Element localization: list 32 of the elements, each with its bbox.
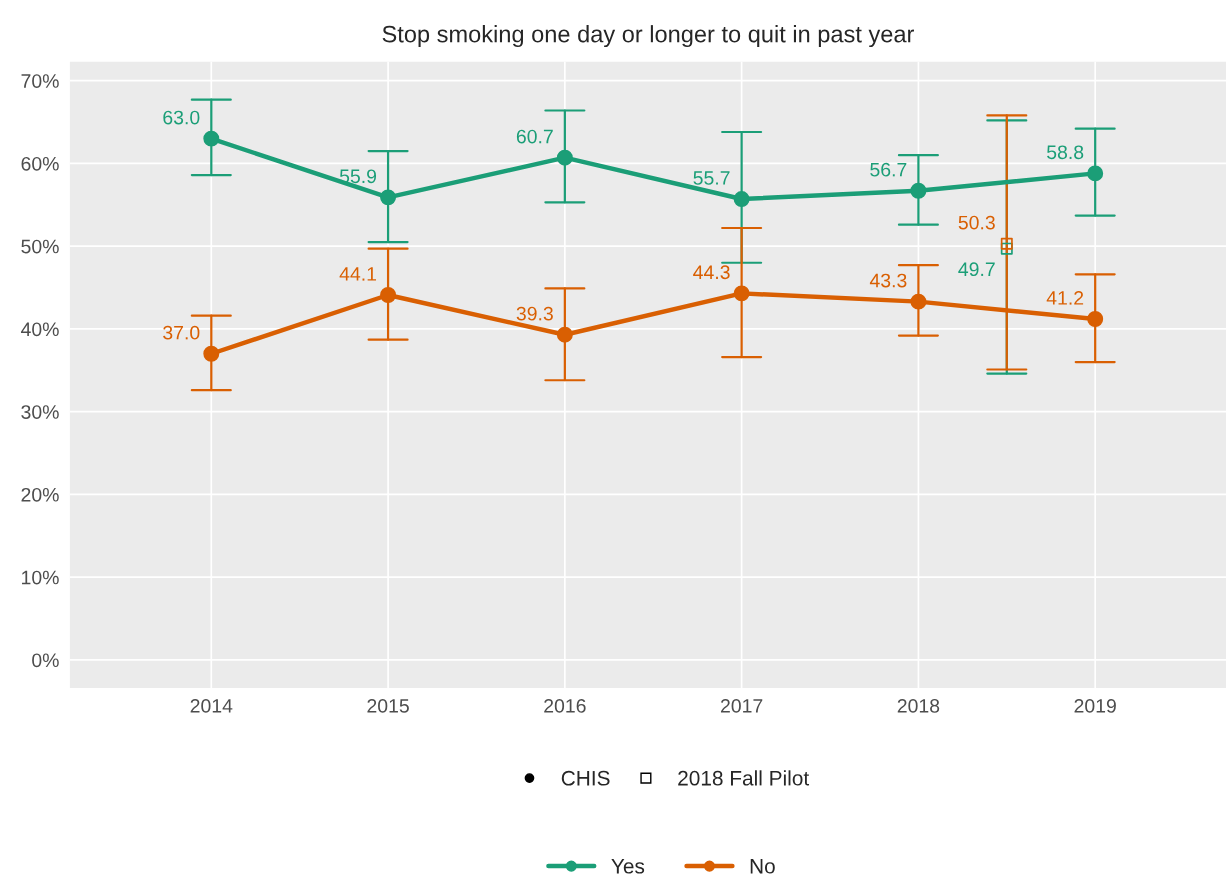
text: 2018 Fall Pilot (678, 770, 810, 786)
y-tick-label: 30% (21, 405, 59, 419)
chart-title: Stop smoking one day or longer to quit in past year (382, 25, 915, 48)
data-label: 39.3 (516, 306, 553, 321)
y-tick-label: 20% (21, 487, 59, 502)
legend-label: Yes (611, 859, 645, 874)
text: CHIS (561, 770, 610, 786)
data-label: 37.0 (163, 325, 200, 340)
y-tick-label: 0% (32, 653, 59, 668)
y-tick-label: 60% (21, 156, 59, 171)
data-label: 44.1 (339, 267, 377, 281)
x-tick-label: 2015 (367, 698, 409, 713)
data-label: 41.2 (1046, 291, 1084, 305)
data-label: 56.7 (870, 162, 907, 177)
y-tick-label: 10% (22, 570, 59, 585)
data-label: 44.3 (693, 265, 730, 280)
data-label: 49.7 (958, 262, 995, 277)
data-label: 63.0 (163, 110, 200, 125)
data-label: 50.3 (958, 215, 995, 230)
y-tick-label: 50% (21, 239, 59, 254)
data-label: 60.7 (516, 129, 553, 144)
legend-label: No (750, 859, 775, 874)
x-tick-label: 2019 (1074, 698, 1116, 713)
y-tick-label: 70% (21, 74, 59, 88)
x-tick-label: 2016 (544, 698, 586, 713)
data-label: 58.8 (1047, 145, 1084, 160)
y-tick-label: 40% (21, 322, 59, 337)
data-label: 43.3 (869, 273, 907, 288)
data-label: 55.7 (693, 171, 730, 185)
x-tick-label: 2017 (720, 698, 763, 713)
x-tick-label: 2018 (897, 698, 940, 713)
x-tick-label: 2014 (190, 698, 233, 713)
